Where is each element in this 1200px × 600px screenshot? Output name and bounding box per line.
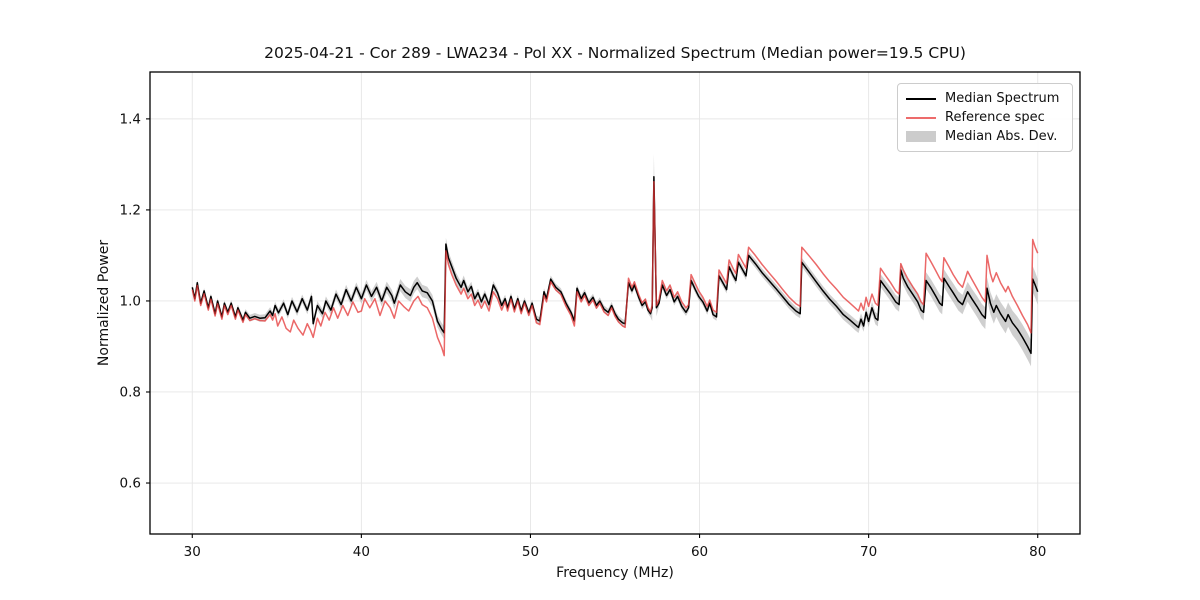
x-tick-label: 80 (1029, 544, 1046, 560)
y-tick-label: 0.8 (120, 384, 141, 400)
x-tick-label: 70 (860, 544, 877, 560)
chart-title: 2025-04-21 - Cor 289 - LWA234 - Pol XX -… (264, 44, 966, 62)
reference-spec-line (191, 180, 1039, 357)
legend-item: Median Abs. Dev. (906, 127, 1064, 146)
median-spectrum-line (191, 175, 1039, 355)
legend: Median Spectrum Reference spec Median Abs.… (897, 83, 1073, 152)
legend-label: Median Spectrum (945, 91, 1060, 106)
x-tick-label: 40 (353, 544, 370, 560)
y-axis-label: Normalized Power (96, 239, 112, 367)
legend-item: Reference spec (906, 108, 1064, 127)
x-tick-label: 30 (184, 544, 201, 560)
legend-line-swatch (906, 97, 936, 100)
plot-border (149, 71, 1081, 535)
y-tick-label: 0.6 (120, 476, 141, 492)
x-axis-label: Frequency (MHz) (556, 565, 674, 581)
legend-label: Median Abs. Dev. (945, 129, 1058, 144)
y-tick-label: 1.4 (120, 111, 141, 127)
legend-item: Median Spectrum (906, 89, 1064, 108)
legend-line-swatch (906, 116, 936, 119)
legend-label: Reference spec (945, 110, 1045, 125)
x-tick-label: 50 (522, 544, 539, 560)
y-tick-label: 1.2 (120, 202, 141, 218)
legend-patch-swatch (906, 131, 936, 142)
y-tick-label: 1.0 (120, 293, 141, 309)
x-tick-label: 60 (691, 544, 708, 560)
